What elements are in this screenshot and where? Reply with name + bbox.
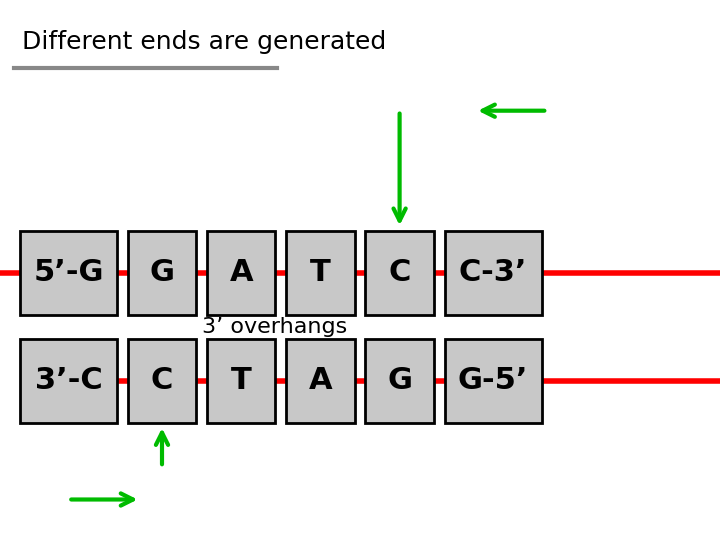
FancyBboxPatch shape bbox=[128, 231, 196, 314]
Text: 3’ overhangs: 3’ overhangs bbox=[202, 316, 347, 337]
Text: G: G bbox=[387, 366, 412, 395]
Text: T: T bbox=[310, 258, 330, 287]
Text: C: C bbox=[388, 258, 411, 287]
FancyBboxPatch shape bbox=[366, 231, 433, 314]
FancyBboxPatch shape bbox=[128, 339, 196, 422]
Text: T: T bbox=[231, 366, 251, 395]
FancyBboxPatch shape bbox=[445, 339, 542, 422]
FancyBboxPatch shape bbox=[207, 231, 276, 314]
Text: A: A bbox=[309, 366, 332, 395]
FancyBboxPatch shape bbox=[287, 231, 355, 314]
FancyBboxPatch shape bbox=[366, 339, 433, 422]
FancyBboxPatch shape bbox=[207, 339, 276, 422]
Text: 5’-G: 5’-G bbox=[33, 258, 104, 287]
FancyBboxPatch shape bbox=[287, 339, 355, 422]
FancyBboxPatch shape bbox=[445, 231, 542, 314]
Text: G-5’: G-5’ bbox=[458, 366, 528, 395]
Text: C-3’: C-3’ bbox=[459, 258, 528, 287]
Text: Different ends are generated: Different ends are generated bbox=[22, 30, 386, 53]
Text: C: C bbox=[150, 366, 174, 395]
Text: 3’-C: 3’-C bbox=[35, 366, 102, 395]
Text: A: A bbox=[230, 258, 253, 287]
Text: G: G bbox=[150, 258, 174, 287]
FancyBboxPatch shape bbox=[19, 231, 117, 314]
FancyBboxPatch shape bbox=[19, 339, 117, 422]
